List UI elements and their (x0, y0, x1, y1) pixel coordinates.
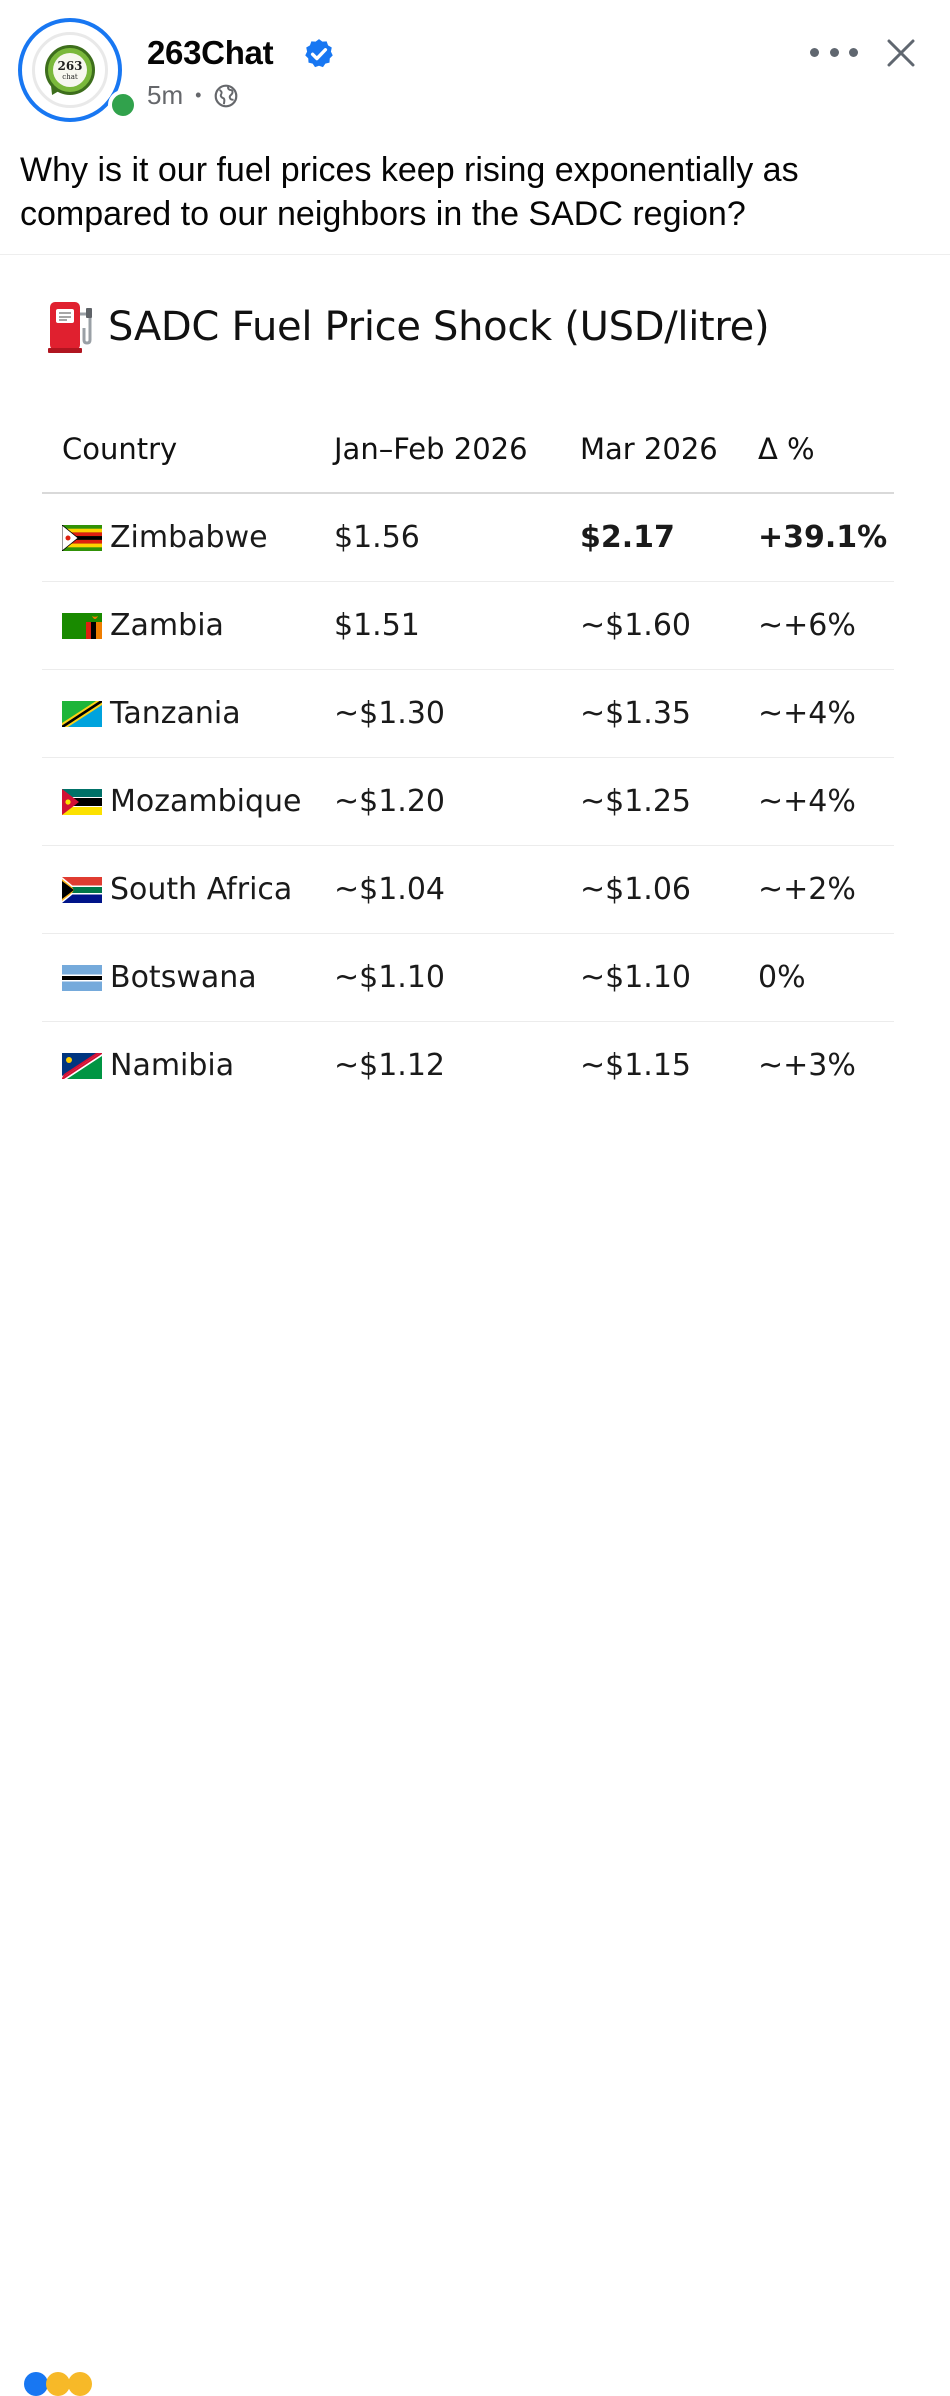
change-percent: ~+4% (758, 784, 856, 819)
mar-price: ~$1.25 (580, 784, 692, 819)
more-dot (829, 47, 839, 57)
logo-word: chat (62, 73, 78, 81)
header-mar: Mar 2026 (580, 432, 718, 466)
fuel-pump-icon (48, 302, 92, 353)
zimbabwe-flag-icon (62, 524, 102, 551)
change-percent: ~+4% (758, 696, 856, 731)
header-jan-feb: Jan–Feb 2026 (334, 432, 528, 466)
table-row: Zimbabwe $1.56 $2.17 +39.1% (42, 494, 894, 582)
wow-reaction-icon (68, 2372, 92, 2396)
change-percent: ~+6% (758, 608, 856, 643)
country-cell: Tanzania (62, 696, 241, 731)
table-row: Mozambique ~$1.20 ~$1.25 ~+4% (42, 758, 894, 846)
country-cell: Mozambique (62, 784, 301, 819)
card-title-text: SADC Fuel Price Shock (USD/litre) (108, 304, 770, 350)
card-title: SADC Fuel Price Shock (USD/litre) (46, 300, 770, 354)
more-options-icon[interactable] (810, 35, 858, 69)
mar-price: $2.17 (580, 520, 675, 555)
country-name: Zambia (110, 608, 224, 643)
mar-price: ~$1.60 (580, 608, 692, 643)
post-image[interactable] (0, 254, 950, 1181)
table-row: Zambia $1.51 ~$1.60 ~+6% (42, 582, 894, 670)
post-meta: 5m • (147, 80, 239, 111)
country-name: Namibia (110, 1048, 235, 1083)
change-percent: ~+2% (758, 872, 856, 907)
change-percent: ~+3% (758, 1048, 856, 1083)
country-name: Tanzania (110, 696, 241, 731)
table-header-row: Country Jan–Feb 2026 Mar 2026 Δ % (42, 414, 894, 494)
post-text: Why is it our fuel prices keep rising ex… (20, 151, 799, 233)
jan-feb-price: ~$1.04 (334, 872, 446, 907)
more-dot (849, 47, 858, 57)
namibia-flag-icon (62, 1052, 102, 1079)
post-timestamp[interactable]: 5m (147, 80, 184, 110)
jan-feb-price: ~$1.10 (334, 960, 446, 995)
close-icon[interactable] (886, 38, 916, 68)
country-name: South Africa (110, 872, 293, 907)
mar-price: ~$1.06 (580, 872, 692, 907)
fuel-price-table: Country Jan–Feb 2026 Mar 2026 Δ % Zimbab… (42, 414, 894, 1109)
country-cell: South Africa (62, 872, 292, 907)
south-africa-flag-icon (62, 876, 102, 903)
more-dot (810, 47, 819, 57)
country-cell: Namibia (62, 1048, 234, 1083)
263chat-logo: 263 chat (45, 45, 95, 95)
story-ring (18, 18, 122, 122)
mar-price: ~$1.15 (580, 1048, 692, 1083)
page-name-link[interactable]: 263Chat (147, 34, 274, 71)
change-percent: 0% (758, 960, 806, 995)
table-row: South Africa ~$1.04 ~$1.06 ~+2% (42, 846, 894, 934)
zambia-flag-icon (62, 612, 102, 639)
logo-core: 263 chat (53, 53, 87, 87)
mar-price: ~$1.35 (580, 696, 692, 731)
reactions-bar[interactable] (0, 1180, 950, 2396)
country-name: Zimbabwe (110, 520, 268, 555)
header-country: Country (62, 432, 178, 466)
jan-feb-price: ~$1.12 (334, 1048, 446, 1083)
page-avatar[interactable]: 263 chat (18, 18, 138, 130)
online-status-icon (108, 90, 138, 120)
change-percent: +39.1% (758, 520, 888, 555)
globe-icon (215, 84, 238, 107)
country-cell: Zimbabwe (62, 520, 268, 555)
mozambique-flag-icon (62, 788, 102, 815)
botswana-flag-icon (62, 964, 102, 991)
tanzania-flag-icon (62, 700, 102, 727)
jan-feb-price: ~$1.30 (334, 696, 446, 731)
verified-badge-icon (305, 39, 333, 68)
meta-separator: • (195, 85, 202, 105)
country-cell: Botswana (62, 960, 257, 995)
jan-feb-price: ~$1.20 (334, 784, 446, 819)
mar-price: ~$1.10 (580, 960, 692, 995)
country-cell: Zambia (62, 608, 224, 643)
country-name: Mozambique (110, 784, 302, 819)
logo-number: 263 (57, 59, 83, 73)
haha-reaction-icon (46, 2372, 70, 2396)
header-change: Δ % (758, 432, 815, 466)
avatar-background (32, 32, 108, 108)
table-row: Botswana ~$1.10 ~$1.10 0% (42, 934, 894, 1022)
country-name: Botswana (110, 960, 257, 995)
jan-feb-price: $1.51 (334, 608, 420, 643)
table-row: Tanzania ~$1.30 ~$1.35 ~+4% (42, 670, 894, 758)
jan-feb-price: $1.56 (334, 520, 420, 555)
like-reaction-icon (24, 2372, 48, 2396)
table-row: Namibia ~$1.12 ~$1.15 ~+3% (42, 1022, 894, 1109)
